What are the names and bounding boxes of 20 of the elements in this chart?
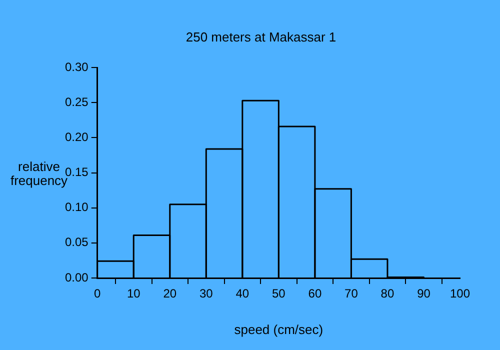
x-tick-label: 30 (199, 286, 214, 301)
y-tick-label: 0.20 (64, 130, 89, 144)
x-axis-title: speed (cm/sec) (234, 322, 324, 337)
x-tick-label: 80 (380, 286, 394, 301)
y-tick-label: 0.10 (64, 200, 89, 214)
x-tick-label: 10 (126, 286, 141, 301)
x-tick-label: 90 (417, 286, 431, 301)
x-tick-label: 60 (308, 286, 322, 301)
x-tick-label: 0 (94, 286, 102, 301)
chart-title: 250 meters at Makassar 1 (186, 29, 336, 44)
y-tick-label: 0.00 (64, 270, 89, 284)
x-tick-label: 40 (236, 286, 250, 301)
y-tick-label: 0.30 (64, 60, 89, 74)
x-tick-label: 70 (344, 286, 358, 301)
y-tick-label: 0.15 (64, 165, 89, 180)
y-tick-label: 0.05 (64, 235, 89, 250)
y-tick-label: 0.25 (64, 94, 89, 109)
x-tick-label: 100 (450, 286, 470, 301)
x-tick-label: 20 (163, 286, 177, 301)
x-tick-label: 50 (272, 286, 286, 301)
